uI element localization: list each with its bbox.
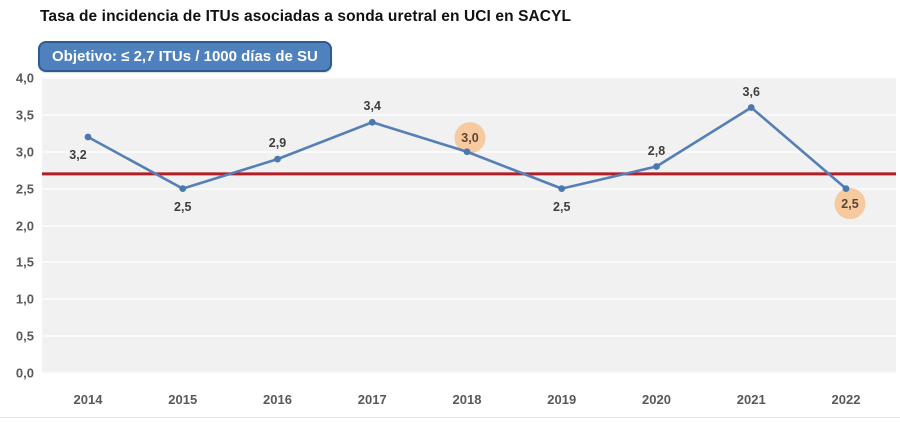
data-point-label: 3,6 — [742, 84, 760, 99]
target-badge-label: Objetivo: ≤ 2,7 ITUs / 1000 días de SU — [52, 48, 318, 65]
y-axis-tick-label: 0,5 — [15, 328, 34, 344]
data-point-label: 2,8 — [647, 143, 666, 158]
data-point-label: 2,5 — [553, 199, 571, 214]
data-point-label: 2,5 — [174, 199, 192, 214]
data-point-marker — [274, 155, 281, 163]
x-axis-tick-label: 2020 — [642, 392, 671, 407]
plot-area: 3,2 2,5 2,9 3,4 3,0 2,5 2,8 3,6 2,5 — [42, 77, 896, 374]
gridline — [42, 77, 896, 79]
y-axis-tick-label: 3,5 — [15, 107, 34, 123]
y-axis-tick-label: 2,5 — [15, 181, 34, 197]
gridline — [42, 224, 896, 227]
x-axis-tick-label: 2017 — [357, 392, 387, 407]
y-axis-tick-label: 2,0 — [15, 218, 34, 233]
x-axis-tick-label: 2022 — [831, 392, 861, 407]
x-axis-tick-label: 2014 — [73, 392, 103, 407]
gridline — [42, 113, 896, 116]
highlight-circle — [454, 122, 486, 154]
data-point-label: 3,2 — [69, 148, 87, 162]
gridline — [42, 261, 896, 264]
y-axis-tick-label: 0,0 — [15, 365, 34, 381]
x-axis-tick-label: 2016 — [263, 392, 292, 407]
y-axis-tick-label: 1,5 — [15, 254, 34, 270]
chart-bottom-divider — [0, 417, 900, 418]
data-point-label: 3,4 — [363, 99, 381, 114]
data-point-label: 2,5 — [841, 196, 859, 211]
gridline — [42, 187, 896, 190]
chart-title: Tasa de incidencia de ITUs asociadas a s… — [40, 8, 572, 25]
data-point-marker — [558, 185, 566, 193]
target-badge: Objetivo: ≤ 2,7 ITUs / 1000 días de SU — [38, 41, 332, 72]
data-point-marker — [179, 185, 187, 193]
y-axis-tick-label: 1,0 — [15, 291, 34, 307]
x-axis-tick-label: 2015 — [168, 392, 198, 407]
x-axis-tick-label: 2019 — [547, 392, 577, 407]
data-point-marker — [368, 118, 376, 126]
data-point-marker — [653, 163, 660, 170]
gridline — [42, 372, 896, 374]
line-chart-canvas — [42, 104, 896, 220]
x-axis-tick-label: 2018 — [452, 392, 482, 407]
gridline — [42, 335, 896, 338]
data-point-marker — [463, 148, 471, 156]
data-point-label: 3,0 — [461, 130, 479, 145]
data-point-label: 2,9 — [268, 136, 287, 151]
data-point-marker — [842, 185, 850, 193]
y-axis-tick-label: 3,0 — [15, 144, 34, 160]
y-axis-tick-label: 4,0 — [15, 70, 34, 86]
highlight-circle — [834, 188, 866, 220]
gridline — [42, 298, 896, 301]
x-axis-tick-label: 2021 — [736, 392, 766, 407]
data-point-marker — [747, 104, 755, 111]
data-point-marker — [84, 133, 92, 141]
